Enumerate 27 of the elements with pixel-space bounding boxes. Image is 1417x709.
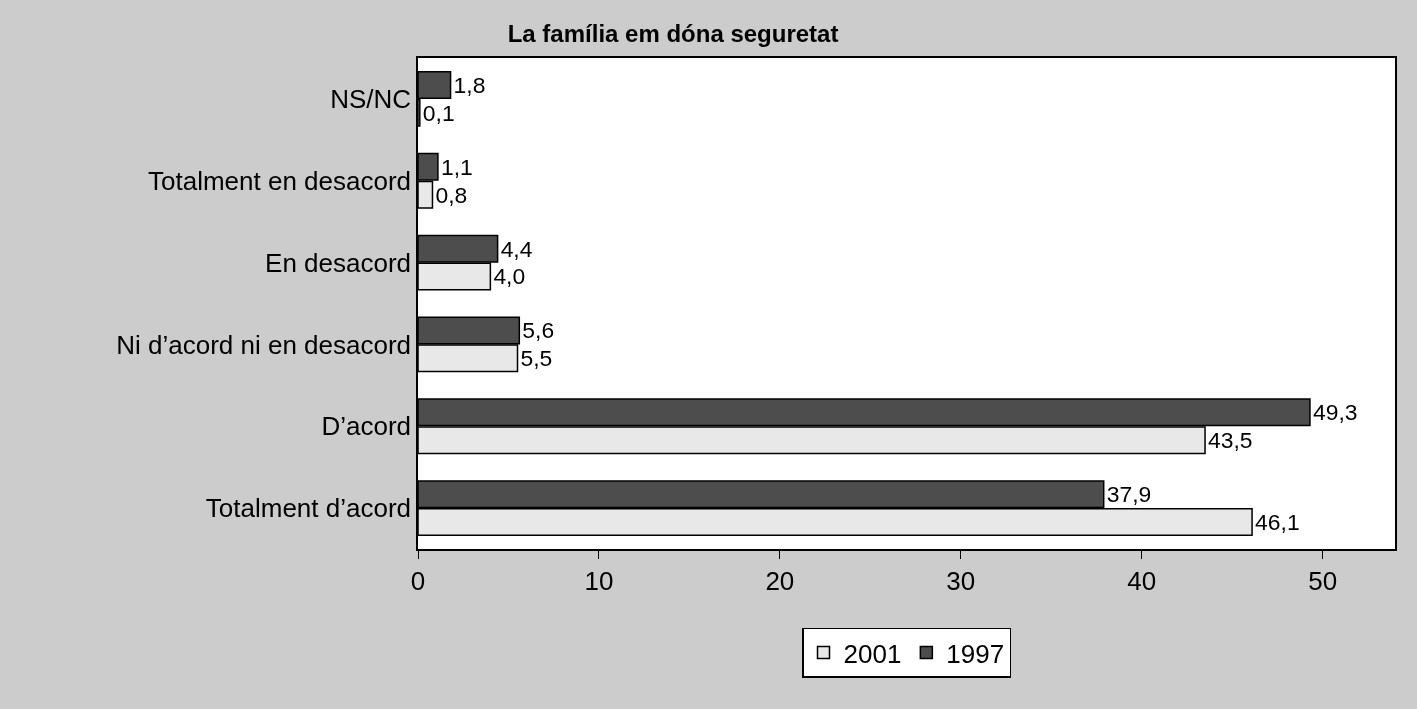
data-label: 0,8 [435, 181, 468, 208]
data-label: 46,1 [1255, 508, 1300, 535]
y-tick-label: NS/NC [330, 84, 412, 115]
y-tick-label: En desacord [265, 247, 412, 278]
x-tick-label: 10 [584, 565, 614, 596]
data-label: 4,0 [493, 263, 526, 290]
x-tick-label: 20 [765, 565, 795, 596]
data-label: 1,8 [453, 71, 486, 98]
data-label: 5,6 [522, 317, 555, 344]
data-label: 43,5 [1208, 427, 1253, 454]
chart-title: La família em dóna seguretat [507, 19, 839, 47]
x-tick-label: 30 [946, 565, 976, 596]
legend-label: 2001 [843, 638, 902, 669]
legend-label: 1997 [946, 638, 1005, 669]
data-label: 49,3 [1312, 399, 1358, 426]
data-label: 37,9 [1106, 481, 1152, 508]
data-label: 1,1 [440, 153, 473, 180]
y-tick-label: Totalment en desacord [148, 165, 412, 196]
y-tick-label: Totalment d’acord [205, 493, 412, 524]
x-tick-label: 40 [1127, 565, 1157, 596]
data-label: 5,5 [520, 345, 553, 372]
x-tick-label: 0 [410, 565, 426, 596]
x-tick-label: 50 [1308, 565, 1338, 596]
y-tick-label: Ni d’acord ni en desacord [116, 329, 412, 360]
y-tick-label: D’acord [321, 411, 412, 442]
data-label: 4,4 [500, 235, 533, 262]
data-label: 0,1 [422, 99, 455, 126]
